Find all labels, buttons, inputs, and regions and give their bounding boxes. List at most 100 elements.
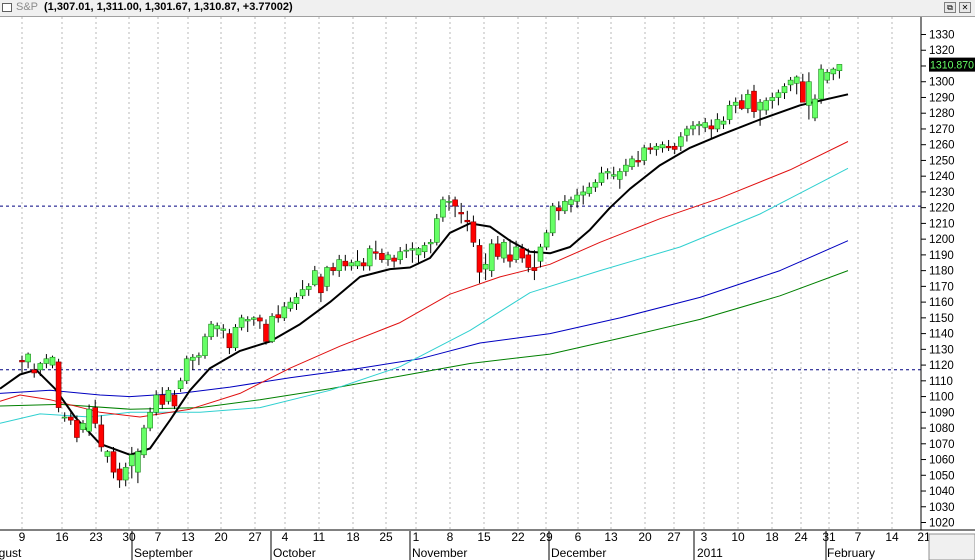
candle-body-down bbox=[452, 199, 458, 207]
candle bbox=[470, 215, 477, 248]
candle-body-up bbox=[421, 245, 428, 253]
candle bbox=[153, 390, 159, 416]
candle-body-up bbox=[427, 241, 434, 245]
candle bbox=[366, 245, 373, 271]
x-tick-label: 18 bbox=[346, 530, 360, 544]
candle-body-up bbox=[336, 259, 343, 271]
restore-icon: ⧉ bbox=[947, 3, 953, 12]
candle-body-down bbox=[464, 219, 471, 223]
y-tick-label: 1150 bbox=[929, 313, 954, 325]
candle bbox=[208, 321, 214, 340]
y-tick-label: 1070 bbox=[929, 439, 955, 451]
x-tick-label: 30 bbox=[122, 530, 136, 544]
x-tick-label: 20 bbox=[638, 530, 652, 544]
candle bbox=[525, 248, 532, 273]
candle bbox=[610, 166, 617, 180]
candle-body-up bbox=[409, 248, 416, 251]
axis-corner-box bbox=[928, 533, 975, 560]
candle bbox=[232, 324, 239, 351]
candle-body-up bbox=[604, 171, 611, 174]
candle bbox=[507, 239, 513, 268]
candle-body-up bbox=[623, 164, 629, 172]
candle-body-up bbox=[385, 254, 391, 260]
candle bbox=[220, 324, 227, 339]
restore-window-button[interactable]: ⧉ bbox=[944, 2, 956, 13]
candle bbox=[775, 89, 782, 106]
candle-body-up bbox=[836, 64, 843, 72]
candle bbox=[354, 250, 361, 270]
candle bbox=[275, 305, 282, 323]
candle-body-down bbox=[98, 424, 105, 448]
candle-body-up bbox=[580, 191, 587, 196]
x-tick-label: 8 bbox=[447, 530, 454, 544]
candle bbox=[830, 67, 837, 81]
candle-body-up bbox=[214, 325, 220, 330]
candle bbox=[385, 251, 391, 266]
candle-body-down bbox=[19, 360, 25, 363]
candle-body-down bbox=[708, 125, 715, 130]
x-tick-label: 3 bbox=[701, 530, 708, 544]
y-tick-label: 1040 bbox=[929, 486, 955, 498]
candle-body-down bbox=[110, 451, 117, 473]
x-tick-label: 23 bbox=[89, 530, 103, 544]
candle-body-up bbox=[659, 144, 666, 149]
candle-body-up bbox=[568, 199, 574, 205]
y-tick-label: 1260 bbox=[929, 140, 955, 152]
candle bbox=[738, 94, 745, 111]
candle bbox=[433, 213, 440, 246]
candle bbox=[171, 390, 178, 410]
candle-body-up bbox=[25, 353, 31, 363]
candle-body-up bbox=[415, 248, 422, 256]
candle bbox=[598, 166, 605, 186]
candle-body-down bbox=[738, 100, 745, 109]
candle-body-up bbox=[586, 186, 593, 194]
candle-body-down bbox=[159, 394, 166, 405]
ohlc-readout: (1,307.01, 1,311.00, 1,301.67, 1,310.87,… bbox=[44, 1, 293, 13]
candle-body-up bbox=[482, 264, 489, 270]
candle bbox=[299, 280, 306, 299]
candle-body-up bbox=[775, 92, 782, 98]
y-tick-label: 1250 bbox=[929, 155, 955, 167]
x-tick-label: 10 bbox=[731, 530, 745, 544]
candle-body-up bbox=[793, 76, 800, 84]
candle-body-up bbox=[153, 394, 159, 413]
candles-group bbox=[19, 64, 843, 488]
candle-body-down bbox=[555, 207, 562, 212]
candle-body-up bbox=[696, 123, 702, 127]
y-tick-label: 1060 bbox=[929, 455, 955, 467]
x-tick-label: 1 bbox=[413, 530, 420, 544]
y-tick-label: 1080 bbox=[929, 423, 955, 435]
candle-body-up bbox=[714, 119, 721, 130]
candle bbox=[793, 75, 800, 95]
y-tick-label: 1130 bbox=[929, 344, 954, 356]
x-month-label: 2011 bbox=[697, 546, 723, 560]
close-window-button[interactable]: ✕ bbox=[959, 2, 971, 13]
x-tick-label: 13 bbox=[181, 530, 195, 544]
y-tick-label: 1120 bbox=[929, 360, 954, 372]
candle bbox=[726, 100, 733, 125]
candle bbox=[360, 258, 367, 271]
candle bbox=[129, 446, 135, 479]
candle-body-down bbox=[372, 251, 379, 254]
candle bbox=[482, 253, 489, 281]
y-tick-label: 1290 bbox=[929, 92, 955, 104]
x-tick-label: 27 bbox=[667, 530, 681, 544]
candle bbox=[549, 202, 556, 236]
candle bbox=[190, 354, 196, 370]
last-price-box bbox=[929, 57, 975, 72]
candle bbox=[293, 292, 300, 310]
candle bbox=[61, 412, 68, 422]
candle bbox=[336, 254, 343, 277]
candle bbox=[476, 239, 483, 284]
candle-body-up bbox=[129, 454, 135, 467]
candle-body-down bbox=[494, 243, 501, 257]
candle-body-up bbox=[311, 270, 318, 286]
candle bbox=[519, 243, 526, 263]
candle bbox=[799, 73, 806, 103]
candle bbox=[251, 316, 257, 326]
candle-body-up bbox=[293, 297, 300, 304]
candle-body-up bbox=[281, 306, 288, 319]
chart-window-icon[interactable] bbox=[2, 3, 12, 12]
candle-body-up bbox=[501, 241, 507, 259]
